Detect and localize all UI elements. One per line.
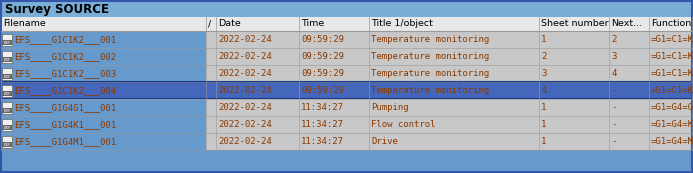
Bar (206, 65, 692, 82)
Text: Survey SOURCE: Survey SOURCE (5, 2, 109, 16)
Text: EFS____G1G4G1___001: EFS____G1G4G1___001 (14, 103, 116, 112)
Text: =G1=C1=K2: =G1=C1=K2 (651, 35, 693, 44)
Text: Temperature monitoring: Temperature monitoring (371, 52, 489, 61)
Text: =G1=C1=K2: =G1=C1=K2 (651, 52, 693, 61)
Text: EFS____G1C1K2___001: EFS____G1C1K2___001 (14, 35, 116, 44)
Text: 09:59:29: 09:59:29 (301, 52, 344, 61)
Text: EFS____G1C1K2___002: EFS____G1C1K2___002 (14, 52, 116, 61)
Bar (206, 99, 692, 116)
Text: 2: 2 (541, 52, 546, 61)
Bar (2, 102, 12, 114)
Bar (206, 133, 692, 150)
Text: =G1=C1=K2: =G1=C1=K2 (651, 86, 693, 95)
Text: 11:34:27: 11:34:27 (301, 137, 344, 146)
Text: Filename: Filename (3, 20, 46, 29)
Bar (2, 85, 12, 97)
Text: Function: Function (651, 20, 691, 29)
Text: Next...: Next... (611, 20, 642, 29)
Text: Pumping: Pumping (371, 103, 409, 112)
Bar (1, 82, 692, 99)
Bar (1, 65, 206, 82)
Text: EFS____G1G4M1___001: EFS____G1G4M1___001 (14, 137, 116, 146)
Text: DXF: DXF (3, 92, 11, 96)
Text: DXF: DXF (3, 126, 11, 130)
Bar (206, 116, 692, 133)
Text: EFS____G1C1K2___004: EFS____G1C1K2___004 (14, 86, 116, 95)
Text: Time: Time (301, 20, 324, 29)
Bar (2, 34, 12, 46)
Text: EFS____G1C1K2___003: EFS____G1C1K2___003 (14, 69, 116, 78)
Text: 2022-02-24: 2022-02-24 (218, 137, 272, 146)
Text: 11:34:27: 11:34:27 (301, 103, 344, 112)
Text: DXF: DXF (3, 109, 11, 113)
Text: =G1=G4=M1: =G1=G4=M1 (651, 137, 693, 146)
Text: Temperature monitoring: Temperature monitoring (371, 86, 489, 95)
Text: Flow control: Flow control (371, 120, 435, 129)
Text: 1: 1 (541, 103, 546, 112)
Text: -: - (611, 137, 616, 146)
Text: 4: 4 (611, 69, 616, 78)
Text: 3: 3 (611, 52, 616, 61)
Text: 3: 3 (541, 69, 546, 78)
Text: 09:59:29: 09:59:29 (301, 69, 344, 78)
Bar (1, 48, 206, 65)
Bar (1, 133, 206, 150)
Text: 09:59:29: 09:59:29 (301, 35, 344, 44)
Text: =G1=C1=K2: =G1=C1=K2 (651, 69, 693, 78)
Text: -: - (611, 86, 616, 95)
Bar (2, 68, 12, 80)
Text: 1: 1 (541, 137, 546, 146)
Text: 2022-02-24: 2022-02-24 (218, 103, 272, 112)
Bar (1, 116, 206, 133)
Bar (1, 17, 692, 31)
Bar (1, 1, 692, 17)
Bar (1, 31, 206, 48)
Text: 1: 1 (541, 120, 546, 129)
Text: -: - (611, 120, 616, 129)
Text: Drive: Drive (371, 137, 398, 146)
Bar (1, 82, 692, 99)
Text: 4: 4 (541, 86, 546, 95)
Text: DXF: DXF (3, 58, 11, 62)
Text: 2022-02-24: 2022-02-24 (218, 69, 272, 78)
Text: 2022-02-24: 2022-02-24 (218, 52, 272, 61)
Bar (2, 51, 12, 63)
Bar (206, 48, 692, 65)
Text: DXF: DXF (3, 41, 11, 45)
Text: Title 1/object: Title 1/object (371, 20, 433, 29)
Bar (2, 136, 12, 148)
Text: =G1=G4=K1: =G1=G4=K1 (651, 120, 693, 129)
Bar (1, 150, 692, 172)
Bar (206, 31, 692, 48)
Text: Date: Date (218, 20, 240, 29)
Text: 2: 2 (611, 35, 616, 44)
Text: Temperature monitoring: Temperature monitoring (371, 69, 489, 78)
Bar (1, 99, 206, 116)
Text: DXF: DXF (3, 143, 11, 147)
Text: 2022-02-24: 2022-02-24 (218, 86, 272, 95)
Text: EFS____G1G4K1___001: EFS____G1G4K1___001 (14, 120, 116, 129)
Text: /: / (208, 20, 211, 29)
Text: DXF: DXF (3, 75, 11, 79)
Text: 1: 1 (541, 35, 546, 44)
Text: Temperature monitoring: Temperature monitoring (371, 35, 489, 44)
Text: 2022-02-24: 2022-02-24 (218, 35, 272, 44)
Text: 09:59:29: 09:59:29 (301, 86, 344, 95)
Text: -: - (611, 103, 616, 112)
Text: 11:34:27: 11:34:27 (301, 120, 344, 129)
Text: =G1=G4=G1: =G1=G4=G1 (651, 103, 693, 112)
Bar (2, 119, 12, 131)
Text: Sheet number: Sheet number (541, 20, 608, 29)
Text: 2022-02-24: 2022-02-24 (218, 120, 272, 129)
